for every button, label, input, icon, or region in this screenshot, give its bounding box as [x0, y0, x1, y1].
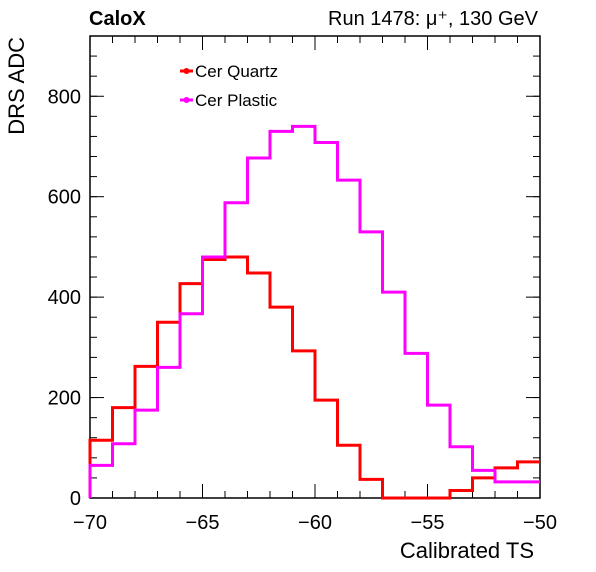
y-axis-label: DRS ADC — [4, 37, 29, 135]
legend-cer-plastic-marker — [183, 97, 190, 103]
y-tick-label: 800 — [48, 86, 81, 108]
plot-frame — [89, 35, 541, 499]
x-axis-label: Calibrated TS — [400, 538, 534, 563]
legend: Cer Quartz Cer Plastic — [180, 62, 278, 110]
y-tick-label: 400 — [48, 287, 81, 309]
x-tick-label: −55 — [411, 512, 445, 534]
legend-cer-quartz-label: Cer Quartz — [195, 62, 278, 81]
chart-title-right: Run 1478: μ⁺, 130 GeV — [328, 8, 539, 30]
y-tick-label: 0 — [70, 488, 81, 510]
x-tick-label: −50 — [523, 512, 557, 534]
x-tick-label: −70 — [73, 512, 107, 534]
legend-cer-plastic-label: Cer Plastic — [195, 91, 278, 110]
series-group — [88, 124, 540, 500]
x-tick-label: −65 — [186, 512, 220, 534]
y-tick-label: 200 — [48, 388, 81, 410]
y-tick-label: 600 — [48, 187, 81, 209]
axis-ticks: −70 −65 −60 −55 −50 0 200 400 600 800 — [48, 35, 557, 534]
legend-cer-quartz-marker — [183, 68, 190, 74]
series-cer-plastic-line — [88, 124, 540, 498]
series-cer-quartz-line — [88, 255, 540, 500]
x-tick-label: −60 — [298, 512, 332, 534]
chart-title-left: CaloX — [89, 8, 146, 30]
